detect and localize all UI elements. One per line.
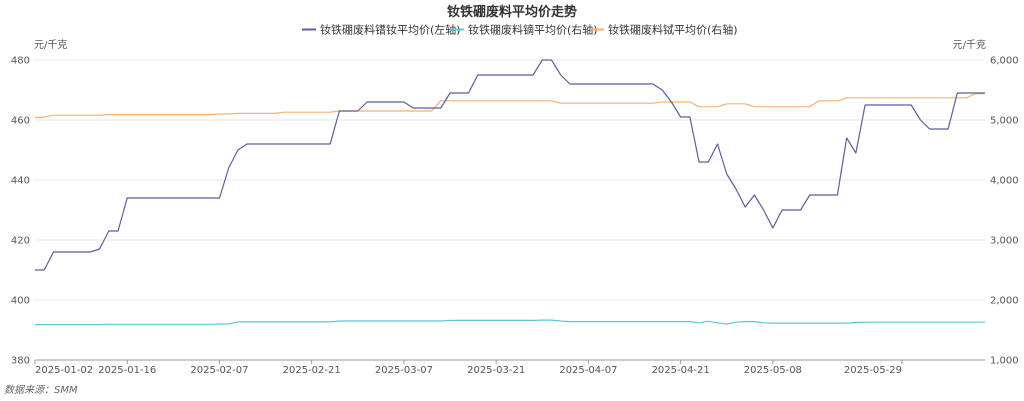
- x-tick-label: 2025-03-07: [375, 365, 433, 376]
- legend-item-label[interactable]: 钕铁硼废料铽平均价(右轴): [608, 23, 738, 37]
- right-axis-unit: 元/千克: [953, 39, 986, 51]
- source-note: 数据来源：SMM: [4, 384, 78, 396]
- x-tick-label: 2025-04-07: [559, 365, 617, 376]
- left-axis-unit: 元/千克: [34, 39, 67, 51]
- right-y-tick-label: 4,000: [990, 176, 1019, 187]
- left-y-tick-label: 420: [11, 236, 30, 247]
- series-line-2: [35, 319, 985, 326]
- right-y-tick-label: 2,000: [990, 296, 1019, 307]
- left-y-tick-label: 480: [11, 56, 30, 67]
- x-tick-label: 2025-05-08: [744, 365, 802, 376]
- left-y-axis: 380 400 420 440 460 480: [11, 56, 30, 367]
- left-y-tick-label: 400: [11, 296, 30, 307]
- left-y-tick-label: 440: [11, 176, 30, 187]
- legend-item-label[interactable]: 钕铁硼废料镨钕平均价(左轴): [320, 23, 461, 37]
- right-y-tick-label: 5,000: [990, 116, 1019, 127]
- x-tick-label: 2025-05-29: [844, 365, 902, 376]
- x-tick-label: 2025-01-02: [35, 365, 93, 376]
- x-tick-label: 2025-02-21: [283, 365, 341, 376]
- left-y-tick-label: 460: [11, 116, 30, 127]
- left-y-tick-label: 380: [11, 356, 30, 367]
- plot-area: [34, 59, 985, 326]
- x-tick-label: 2025-01-16: [98, 365, 156, 376]
- series-line-1: [35, 59, 985, 271]
- right-y-tick-label: 6,000: [990, 56, 1019, 67]
- right-y-axis: 1,000 2,000 3,000 4,000 5,000 6,000: [990, 56, 1019, 367]
- x-axis: 2025-01-02 2025-01-16 2025-02-07 2025-02-21…: [34, 360, 903, 376]
- legend-item-label[interactable]: 钕铁硼废料镝平均价(右轴): [468, 23, 598, 37]
- x-tick-label: 2025-03-21: [467, 365, 525, 376]
- right-y-tick-label: 1,000: [990, 356, 1019, 367]
- chart-title: 钕铁硼废料平均价走势: [447, 4, 577, 20]
- x-tick-label: 2025-02-07: [190, 365, 248, 376]
- gridlines: [35, 59, 985, 361]
- series-line-3: [34, 92, 985, 119]
- right-y-tick-label: 3,000: [990, 236, 1019, 247]
- x-tick-label: 2025-04-21: [652, 365, 710, 376]
- legend[interactable]: 钕铁硼废料镨钕平均价(左轴) 钕铁硼废料镝平均价(右轴) 钕铁硼废料铽平均价(右轴): [302, 23, 738, 37]
